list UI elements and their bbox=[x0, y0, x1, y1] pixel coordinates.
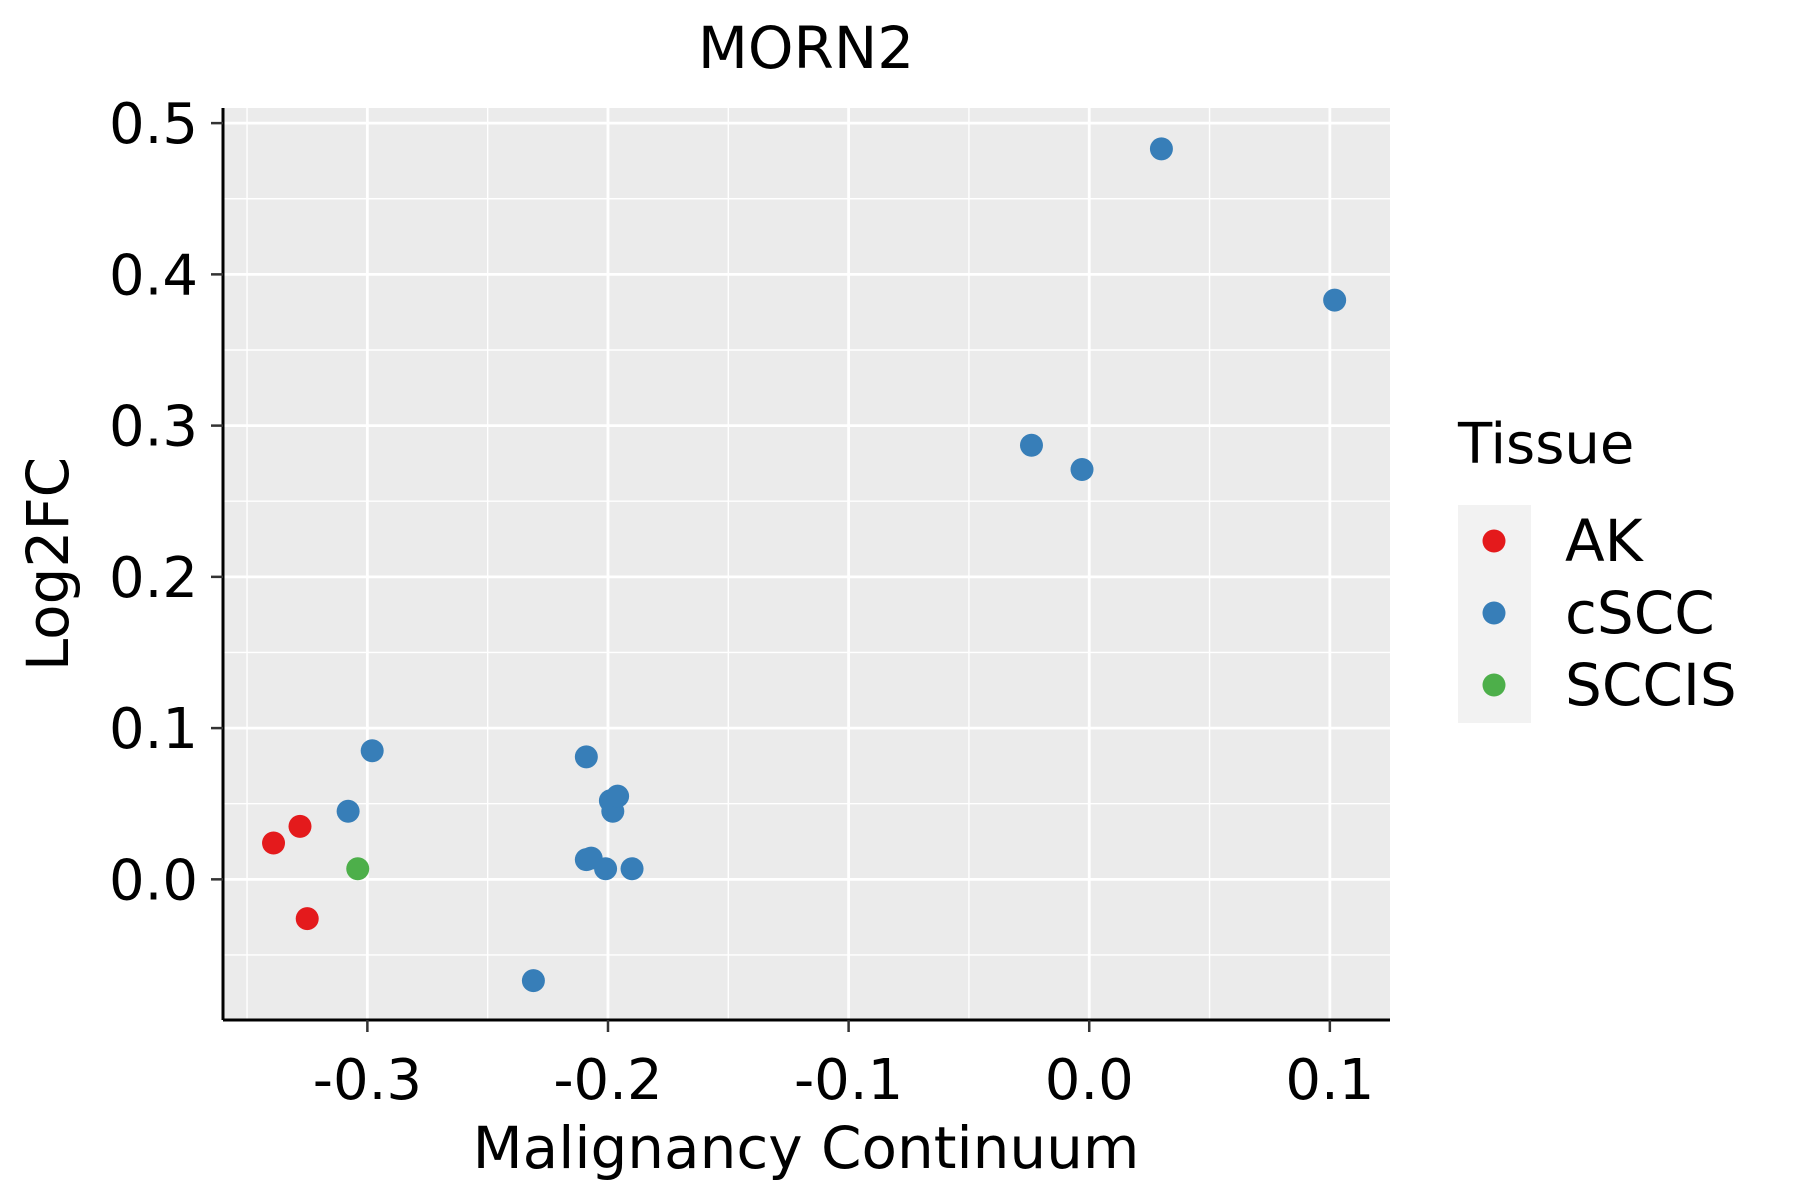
data-point-cscc bbox=[606, 784, 630, 808]
data-point-cscc bbox=[360, 739, 384, 763]
y-axis-ticks: 0.0 0.1 0.2 0.3 0.4 0.5 bbox=[109, 92, 223, 913]
x-axis-ticks: -0.3 -0.2 -0.1 0.0 0.1 bbox=[313, 1020, 1374, 1113]
y-tick-label: 0.4 bbox=[109, 243, 198, 308]
data-point-ak bbox=[295, 907, 319, 931]
x-axis-label: Malignancy Continuum bbox=[473, 1114, 1140, 1182]
data-point-cscc bbox=[521, 969, 545, 993]
chart-title: MORN2 bbox=[698, 14, 914, 82]
data-point-ak bbox=[288, 814, 312, 838]
legend-key-ak bbox=[1482, 529, 1506, 553]
x-tick-label: 0.1 bbox=[1285, 1048, 1374, 1113]
y-tick-label: 0.1 bbox=[109, 697, 198, 762]
data-point-cscc bbox=[1019, 433, 1043, 457]
legend-key-cscc bbox=[1482, 601, 1506, 625]
data-point-cscc bbox=[620, 857, 644, 881]
legend-label-ak: AK bbox=[1565, 507, 1645, 575]
y-tick-label: 0.3 bbox=[109, 395, 198, 460]
data-point-cscc bbox=[1323, 288, 1347, 312]
data-point-ak bbox=[262, 831, 286, 855]
x-tick-label: 0.0 bbox=[1045, 1048, 1134, 1113]
y-tick-label: 0.2 bbox=[109, 546, 198, 611]
data-point-cscc bbox=[1070, 457, 1094, 481]
data-points bbox=[262, 137, 1347, 993]
data-point-cscc bbox=[594, 857, 618, 881]
y-axis-label: Log2FC bbox=[14, 457, 82, 671]
minor-grid bbox=[223, 108, 1390, 1020]
legend-title: Tissue bbox=[1457, 412, 1634, 477]
x-tick-label: -0.1 bbox=[794, 1048, 903, 1113]
data-point-sccis bbox=[346, 857, 370, 881]
legend-label-sccis: SCCIS bbox=[1565, 651, 1737, 719]
legend-key-sccis bbox=[1482, 673, 1506, 697]
x-tick-label: -0.3 bbox=[313, 1048, 422, 1113]
y-tick-label: 0.0 bbox=[109, 848, 198, 913]
legend-label-cscc: cSCC bbox=[1565, 579, 1715, 647]
plot-panel bbox=[223, 108, 1390, 1020]
x-tick-label: -0.2 bbox=[553, 1048, 662, 1113]
data-point-cscc bbox=[574, 745, 598, 769]
data-point-cscc bbox=[336, 799, 360, 823]
data-point-cscc bbox=[1149, 137, 1173, 161]
y-tick-label: 0.5 bbox=[109, 92, 198, 157]
